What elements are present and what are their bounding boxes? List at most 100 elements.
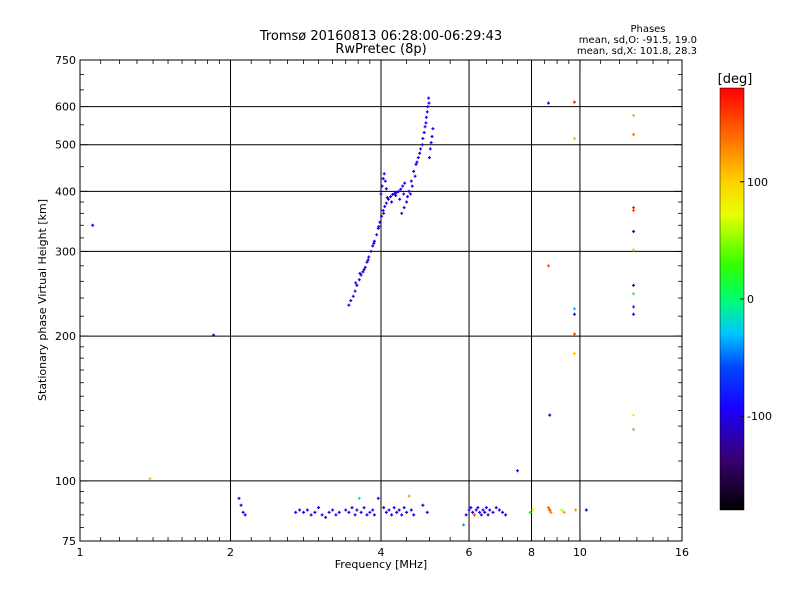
axis-ticks (80, 60, 682, 541)
x-tick-label: 10 (573, 546, 587, 559)
data-point (421, 137, 425, 141)
y-tick-label: 400 (55, 185, 76, 198)
data-point (494, 506, 498, 510)
data-point (395, 510, 399, 514)
x-tick-label: 1 (77, 546, 84, 559)
data-point (91, 223, 95, 227)
data-point (560, 508, 564, 512)
data-point (528, 510, 532, 514)
data-point (412, 169, 416, 173)
stats-title: Phases (630, 24, 665, 35)
data-point (367, 255, 371, 259)
data-point (302, 510, 306, 514)
data-point (548, 413, 552, 417)
data-point (422, 131, 426, 135)
y-tick-label: 500 (55, 139, 76, 152)
data-point (380, 214, 384, 218)
data-point (430, 135, 434, 139)
data-point (390, 200, 394, 204)
data-point (546, 101, 550, 105)
data-point (412, 513, 416, 517)
colorbar-tick-label: 100 (747, 176, 768, 189)
data-point (366, 258, 370, 262)
data-point (383, 204, 387, 208)
data-point (546, 264, 550, 268)
data-point (337, 510, 341, 514)
data-point (572, 352, 576, 356)
data-point (351, 294, 355, 298)
data-point (405, 510, 409, 514)
data-point (327, 510, 331, 514)
data-point (407, 494, 411, 498)
data-point (294, 510, 298, 514)
data-point (423, 125, 427, 129)
data-point (562, 510, 566, 514)
data-point (384, 187, 388, 191)
data-point (387, 508, 391, 512)
data-point (464, 513, 468, 517)
data-point (347, 303, 351, 307)
data-point (317, 506, 321, 510)
data-point (378, 220, 382, 224)
data-point (349, 299, 353, 303)
data-point (425, 510, 429, 514)
data-point (632, 312, 636, 316)
data-point (309, 513, 313, 517)
data-point (501, 510, 505, 514)
data-point (372, 241, 376, 245)
data-point (469, 506, 473, 510)
x-tick-label: 8 (528, 546, 535, 559)
data-point (372, 513, 376, 517)
x-tick-label: 6 (466, 546, 473, 559)
data-point (515, 469, 519, 473)
data-point (389, 195, 393, 199)
data-point (427, 101, 431, 105)
x-tick-label: 16 (675, 546, 689, 559)
data-point (380, 184, 384, 188)
data-point (407, 189, 411, 193)
data-point (324, 515, 328, 519)
data-point (491, 510, 495, 514)
x-tick-label: 4 (378, 546, 385, 559)
data-point (400, 513, 404, 517)
data-points (91, 96, 636, 527)
data-point (394, 194, 398, 198)
data-point (406, 195, 410, 199)
stats-line-x: mean, sd,X: 101.8, 28.3 (577, 46, 697, 57)
data-point (488, 508, 492, 512)
data-point (375, 233, 379, 237)
data-point (428, 147, 432, 151)
data-point (243, 513, 247, 517)
data-point (401, 184, 405, 188)
data-point (472, 513, 476, 517)
data-point (347, 510, 351, 514)
grid-lines (80, 60, 682, 541)
data-point (403, 181, 407, 185)
data-point (478, 510, 482, 514)
data-point (379, 192, 383, 196)
data-point (504, 513, 508, 517)
data-point (632, 283, 636, 287)
data-point (357, 496, 361, 500)
data-point (397, 189, 401, 193)
data-point (377, 224, 381, 228)
data-point (424, 115, 428, 119)
y-tick-label: 75 (62, 535, 76, 548)
data-point (334, 513, 338, 517)
data-point (390, 513, 394, 517)
data-point (431, 127, 435, 131)
data-point (632, 208, 636, 212)
data-point (427, 156, 431, 160)
y-tick-label: 600 (55, 101, 76, 114)
y-tick-labels: 75 100 200 300 400 500 600 750 (55, 54, 76, 548)
data-point (484, 506, 488, 510)
data-point (476, 506, 480, 510)
data-point (410, 184, 414, 188)
data-point (405, 200, 409, 204)
data-point (350, 506, 354, 510)
data-point (471, 510, 475, 514)
data-point (418, 151, 422, 155)
data-point (355, 508, 359, 512)
data-point (549, 510, 553, 514)
data-point (409, 179, 413, 183)
